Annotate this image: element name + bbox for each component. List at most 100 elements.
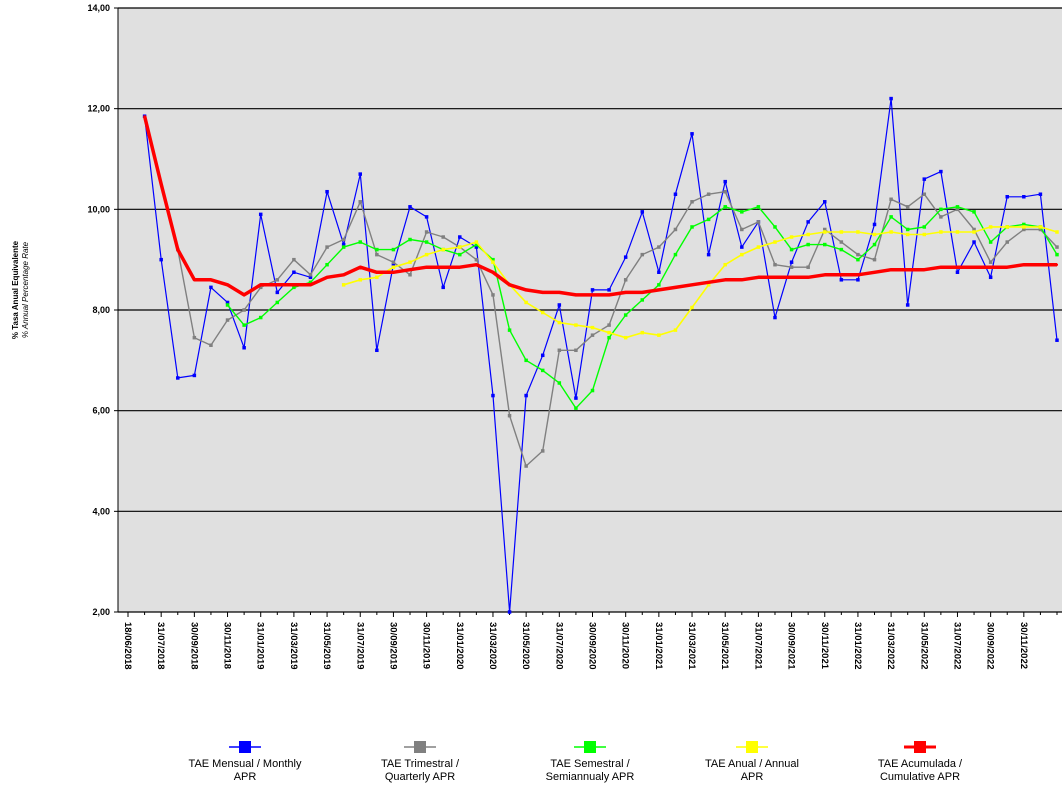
point	[657, 270, 661, 274]
point	[458, 266, 461, 269]
legend-marker	[746, 741, 758, 753]
x-tick-label: 31/05/2020	[520, 622, 531, 670]
legend-marker	[584, 741, 596, 753]
x-tick-label: 30/11/2021	[819, 622, 830, 670]
point	[358, 278, 362, 282]
point	[756, 245, 761, 249]
point	[623, 313, 628, 317]
point	[623, 278, 628, 282]
point	[640, 210, 645, 214]
point	[1022, 227, 1026, 232]
point	[939, 215, 943, 219]
legend-label: TAE Anual / Annual APR	[705, 758, 799, 783]
point	[524, 393, 528, 398]
point	[192, 335, 197, 340]
point	[540, 449, 545, 453]
point	[905, 232, 910, 237]
point	[326, 276, 329, 279]
y-tick-label: 2,00	[92, 607, 110, 617]
point	[823, 242, 827, 247]
point	[607, 323, 611, 327]
point	[341, 283, 346, 287]
point	[408, 205, 412, 209]
legend: TAE Mensual / Monthly APR TAE Trimestral …	[0, 738, 1062, 798]
point	[391, 265, 396, 269]
point	[209, 343, 213, 347]
point	[1022, 222, 1026, 227]
legend-icon	[574, 741, 606, 753]
point	[474, 242, 479, 247]
point	[392, 271, 395, 274]
point	[955, 207, 960, 212]
point	[707, 281, 710, 284]
point	[275, 300, 280, 305]
x-tick-label: 31/01/2020	[454, 622, 465, 670]
point	[193, 278, 196, 281]
x-tick-label: 31/01/2022	[852, 622, 863, 670]
point	[740, 227, 744, 232]
point	[225, 303, 230, 307]
point	[988, 260, 993, 264]
point	[475, 263, 478, 266]
x-tick-label: 31/03/2019	[288, 622, 299, 670]
point	[375, 348, 379, 353]
x-tick-label: 31/03/2020	[487, 622, 498, 670]
point	[724, 278, 727, 281]
x-tick-label: 30/09/2021	[786, 622, 797, 670]
point	[243, 293, 246, 296]
point	[723, 205, 727, 209]
point	[292, 257, 296, 262]
point	[491, 293, 495, 297]
point	[275, 278, 280, 282]
point	[524, 300, 528, 305]
x-tick-label: 31/07/2022	[951, 622, 962, 670]
point	[972, 230, 976, 234]
point	[839, 240, 844, 244]
x-tick-label: 31/05/2021	[719, 622, 730, 670]
point	[673, 328, 678, 332]
x-tick-label: 30/11/2018	[222, 622, 233, 669]
point	[308, 280, 313, 285]
point	[789, 235, 794, 239]
x-tick-label: 30/09/2022	[985, 622, 996, 670]
point	[823, 200, 827, 204]
point	[341, 237, 346, 242]
point	[757, 276, 760, 279]
point	[1022, 263, 1025, 266]
point	[856, 257, 860, 262]
point	[624, 291, 627, 294]
point	[872, 242, 877, 247]
point	[608, 293, 611, 296]
point	[424, 252, 429, 257]
point	[160, 183, 163, 186]
point	[474, 240, 479, 244]
point	[690, 200, 694, 204]
point	[391, 247, 396, 252]
point	[325, 262, 329, 267]
point	[789, 247, 794, 252]
point	[955, 230, 960, 234]
point	[308, 273, 313, 277]
point	[922, 192, 927, 196]
point	[889, 215, 893, 219]
point	[623, 255, 628, 259]
point	[225, 300, 230, 305]
point	[806, 242, 810, 247]
x-tick-label: 30/11/2020	[620, 622, 631, 669]
point	[258, 315, 263, 320]
point	[525, 288, 528, 291]
point	[773, 240, 777, 244]
point	[574, 406, 578, 410]
x-tick-label: 31/07/2019	[354, 622, 365, 670]
point	[176, 376, 180, 380]
series-line	[177, 191, 1058, 467]
point	[740, 210, 744, 214]
point	[856, 273, 859, 276]
x-tick-label: 31/05/2019	[321, 622, 332, 670]
point	[159, 257, 163, 262]
point	[673, 192, 678, 196]
point	[856, 252, 860, 257]
point	[691, 283, 694, 286]
y-tick-label: 8,00	[92, 305, 110, 315]
point	[641, 291, 644, 294]
